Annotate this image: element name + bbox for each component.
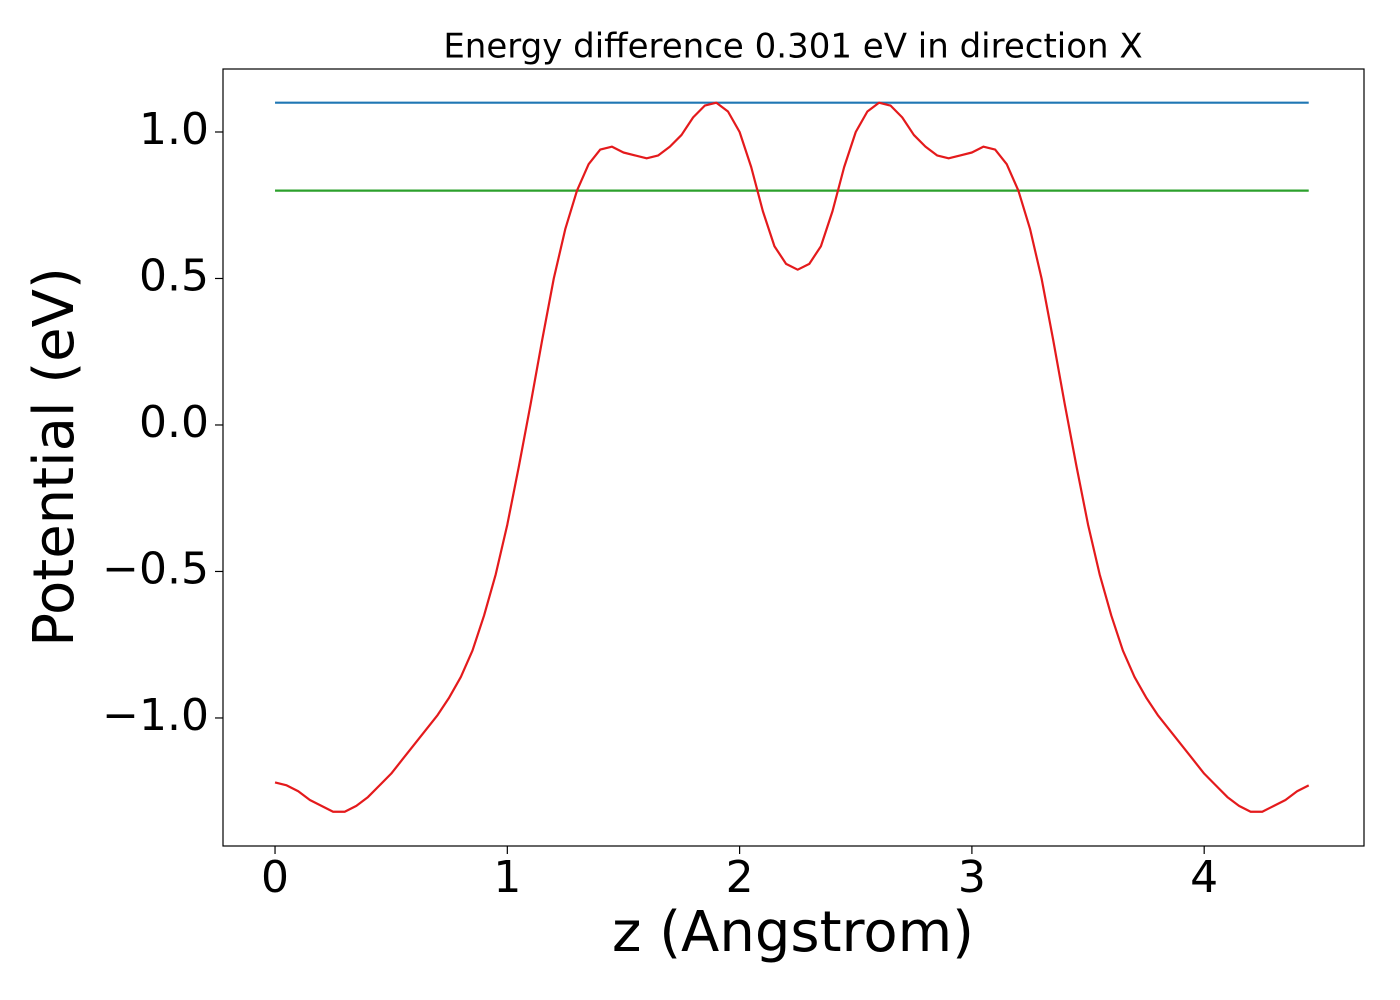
y-tick-label: 1.0 <box>139 104 209 155</box>
y-axis-label: Potential (eV) <box>22 267 87 647</box>
x-tick-label: 0 <box>261 852 289 903</box>
y-tick-label: 0.5 <box>139 250 209 301</box>
y-tick-label: −0.5 <box>102 543 209 594</box>
x-tick-label: 4 <box>1190 852 1218 903</box>
x-tick-label: 1 <box>493 852 521 903</box>
data-line <box>274 101 1310 813</box>
plot-frame <box>222 68 1365 847</box>
y-tick-label: −1.0 <box>102 690 209 741</box>
y-tick-label: 0.0 <box>139 397 209 448</box>
x-tick-label: 2 <box>726 852 754 903</box>
x-axis-label: z (Angstrom) <box>612 900 974 965</box>
x-tick-label: 3 <box>958 852 986 903</box>
chart-title: Energy difference 0.301 eV in direction … <box>443 27 1142 67</box>
